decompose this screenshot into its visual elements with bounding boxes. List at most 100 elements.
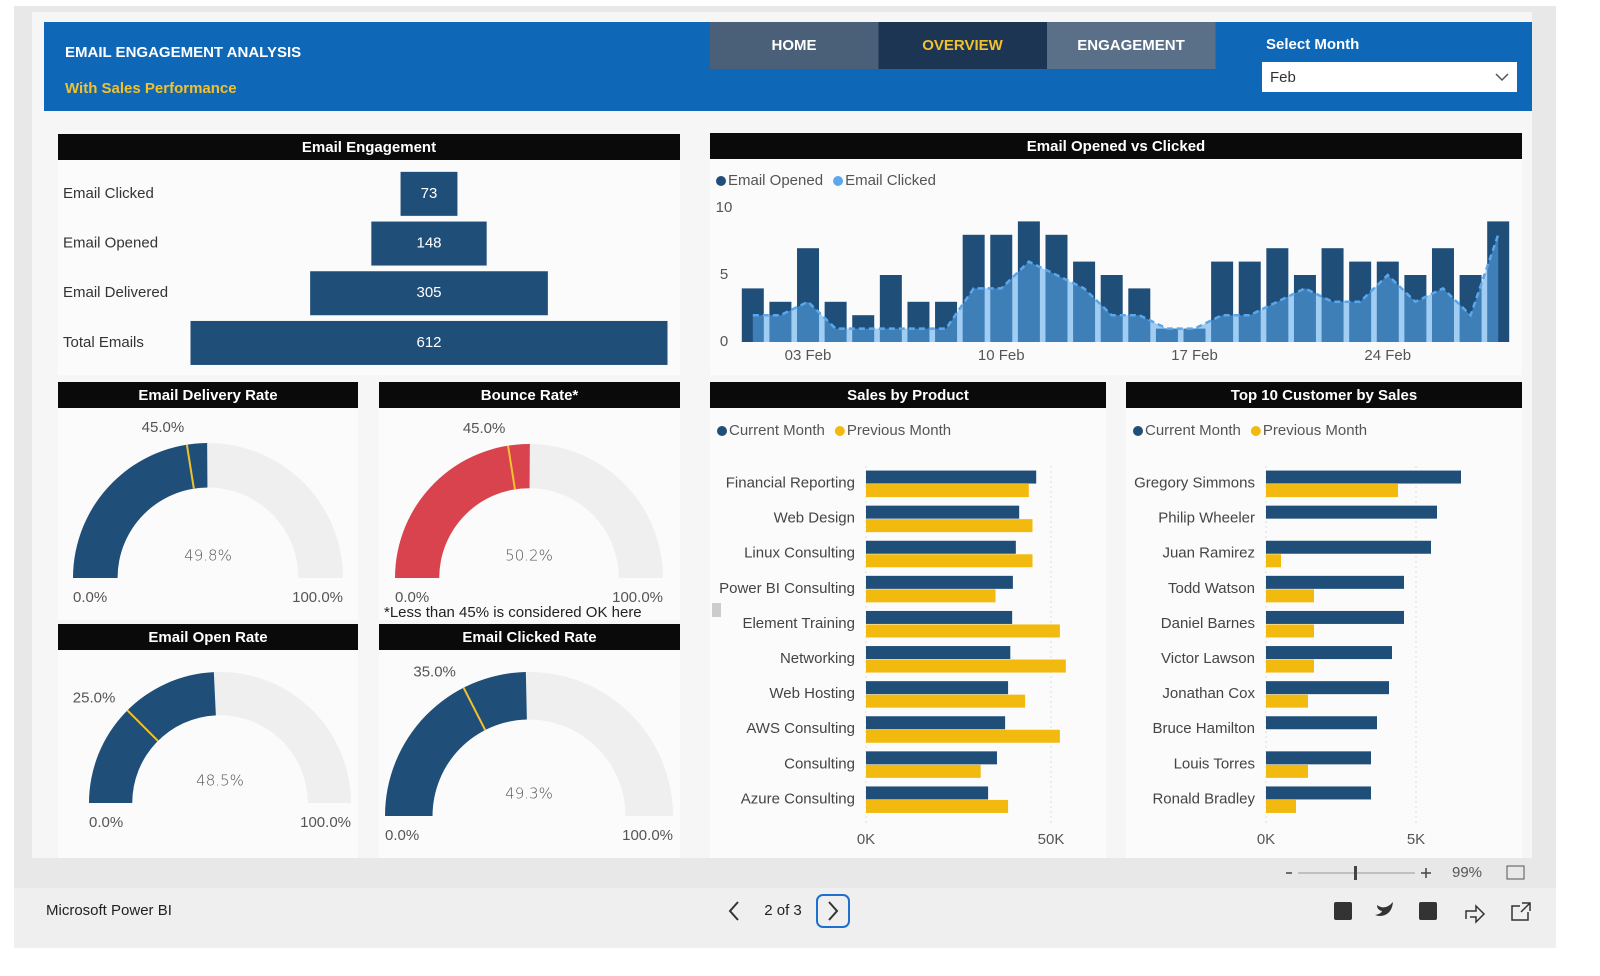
panel-title-bar — [58, 382, 358, 408]
funnel-category: Email Opened — [63, 235, 158, 252]
nav-tab[interactable] — [710, 22, 879, 69]
next-page-arrow[interactable] — [828, 901, 839, 921]
zoom-thumb[interactable] — [1354, 866, 1357, 880]
y-category-label: Networking — [780, 650, 855, 667]
bar — [1266, 575, 1404, 589]
panel-title: Email Opened vs Clicked — [1027, 138, 1205, 155]
funnel-bar — [310, 271, 548, 316]
bar — [866, 764, 981, 778]
bar — [866, 646, 1011, 660]
bar — [1266, 786, 1371, 800]
gauge-value-label: 50.2% — [505, 547, 553, 565]
bar — [1266, 484, 1398, 498]
nav-tab[interactable] — [1047, 22, 1216, 69]
bar — [1266, 540, 1431, 554]
gauge-target — [507, 445, 516, 490]
share-linkedin[interactable] — [1419, 902, 1437, 920]
bar — [1266, 610, 1404, 624]
bar — [866, 751, 997, 765]
gauge-max-label: 100.0% — [292, 589, 343, 606]
x-tick-label: 03 Feb — [785, 347, 832, 364]
charts: Email Engagement Email Clicked 73 Email Ope… — [58, 133, 1522, 858]
bar — [866, 505, 1020, 519]
x-tick-label: 24 Feb — [1364, 347, 1411, 364]
bar — [866, 694, 1026, 708]
report-title: EMAIL ENGAGEMENT ANALYSIS — [65, 44, 301, 61]
bar — [1266, 470, 1461, 484]
scroll-handle[interactable] — [712, 603, 721, 617]
chart-panel: Email Open Rate 25.0% 48.5% 0.0% 100.0% — [58, 624, 358, 858]
gauge-value — [89, 672, 216, 803]
chart-panel: Email Delivery Rate 45.0% 49.8% 0.0% 100.0% — [58, 382, 358, 620]
gauge-target-label: 25.0% — [73, 689, 116, 706]
funnel-value: 73 — [421, 185, 438, 202]
y-category-label: Daniel Barnes — [1161, 615, 1255, 632]
y-category-label: Web Hosting — [769, 685, 855, 702]
nav-tab-label[interactable]: ENGAGEMENT — [1077, 37, 1185, 54]
bar — [1266, 624, 1314, 638]
gauge-min-label: 0.0% — [385, 827, 419, 844]
zoom-in[interactable] — [1421, 868, 1431, 878]
funnel-category: Email Clicked — [63, 185, 154, 202]
dropdown-value[interactable]: Feb — [1270, 69, 1296, 86]
y-category-label: Financial Reporting — [726, 475, 855, 492]
share-twitter[interactable] — [1375, 902, 1393, 916]
y-tick-label: 10 — [716, 199, 733, 216]
panel-title: Email Engagement — [302, 139, 436, 156]
fit-to-page[interactable] — [1506, 865, 1525, 880]
legend-marker — [834, 426, 845, 436]
bar — [1266, 659, 1314, 673]
y-category-label: AWS Consulting — [746, 720, 855, 737]
panel-title: Email Open Rate — [148, 629, 267, 646]
gauge-min-label: 0.0% — [89, 814, 123, 831]
bar — [866, 716, 1006, 730]
dropdown-chevron[interactable] — [1495, 73, 1509, 82]
bar — [866, 484, 1029, 498]
bar — [866, 575, 1013, 589]
chart-panel: Email Opened vs Clicked Email Opened Email… — [710, 133, 1522, 375]
line — [752, 234, 1500, 330]
gauge-target-label: 45.0% — [142, 419, 185, 436]
nav-tab[interactable] — [878, 22, 1048, 69]
nav-tab-label[interactable]: OVERVIEW — [922, 37, 1003, 54]
y-tick-label: 5 — [720, 266, 728, 283]
y-category-label: Element Training — [742, 615, 855, 632]
panel-title-bar — [58, 134, 680, 160]
y-category-label: Louis Torres — [1174, 755, 1255, 772]
panel-title-bar — [379, 624, 680, 650]
open-full-screen[interactable] — [1511, 902, 1531, 921]
y-category-label: Gregory Simmons — [1134, 475, 1255, 492]
x-tick-label: 10 Feb — [978, 347, 1025, 364]
bar — [866, 681, 1009, 695]
x-tick-label: 5K — [1407, 831, 1425, 848]
legend-label: Current Month — [729, 422, 825, 439]
funnel-bar — [371, 221, 487, 266]
share-link[interactable] — [1465, 904, 1486, 924]
legend-marker — [717, 426, 727, 436]
bar — [866, 519, 1033, 533]
share-facebook[interactable] — [1334, 902, 1352, 920]
panel-title-bar — [710, 133, 1522, 159]
panel-title: Bounce Rate* — [481, 387, 579, 404]
bar — [866, 554, 1033, 568]
next-page[interactable] — [816, 894, 850, 928]
app-name[interactable]: Microsoft Power BI — [46, 902, 172, 919]
gauge-target-label: 35.0% — [413, 664, 456, 681]
zoom-level: 99% — [1452, 864, 1482, 881]
month-dropdown[interactable] — [1262, 62, 1517, 92]
gauge-target — [462, 687, 487, 731]
bar — [1266, 751, 1371, 765]
y-category-label: Juan Ramirez — [1162, 545, 1255, 562]
panel-title-bar — [1126, 382, 1522, 408]
prev-page[interactable] — [728, 901, 739, 921]
bar — [1266, 505, 1437, 519]
gauge-min-label: 0.0% — [395, 589, 429, 606]
y-category-label: Web Design — [774, 510, 855, 527]
x-tick-label: 0K — [1257, 831, 1275, 848]
nav-tab-label[interactable]: HOME — [772, 37, 817, 54]
bar — [1266, 694, 1308, 708]
page-indicator: 2 of 3 — [764, 902, 802, 919]
chart-panel: Email Clicked Rate 35.0% 49.3% 0.0% 100.0% — [379, 624, 680, 858]
